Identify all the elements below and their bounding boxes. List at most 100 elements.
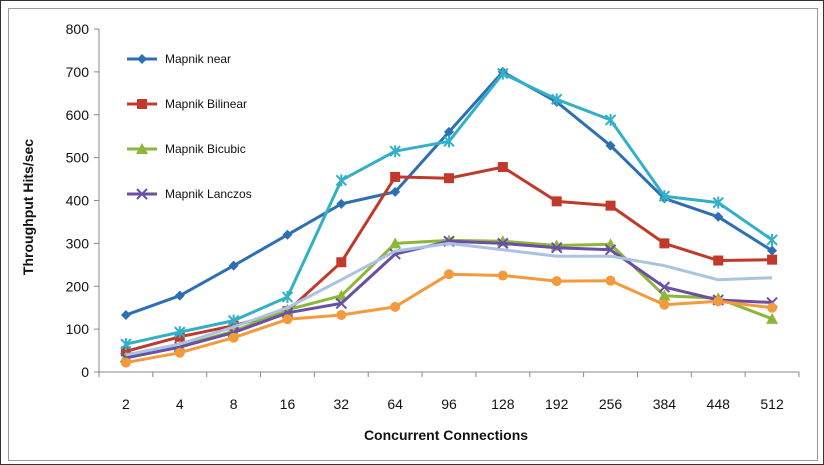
data-point	[497, 237, 509, 250]
data-point	[713, 255, 724, 266]
data-point	[120, 309, 131, 320]
axes: 0 100 200 300 400 500 600 700 800 2 4 8 16 32 64 96 128 1…	[66, 21, 800, 412]
x-tick-label: 448	[707, 396, 731, 412]
series-line	[125, 241, 773, 357]
data-point	[658, 289, 671, 301]
x-axis-title: Concurrent Connections	[364, 427, 528, 443]
data-point	[336, 198, 347, 209]
x-tick-label: 8	[230, 396, 238, 412]
y-tick-label: 500	[66, 150, 90, 166]
data-point	[174, 290, 185, 301]
data-point	[336, 257, 347, 268]
data-point	[659, 238, 670, 249]
x-tick-label: 32	[334, 396, 350, 412]
data-point	[712, 196, 724, 209]
data-point	[767, 245, 778, 256]
chart-area: 0 100 200 300 400 500 600 700 800 2 4 8 16 32 64 96 128 1…	[8, 8, 818, 461]
data-point	[604, 113, 617, 126]
y-tick-label: 400	[66, 193, 90, 209]
data-point	[390, 301, 401, 312]
data-point	[766, 312, 779, 324]
x-tick-label: 96	[441, 396, 457, 412]
data-point	[605, 275, 616, 286]
data-point	[120, 338, 132, 351]
data-point	[713, 296, 724, 307]
legend-label: Mapnik Bilinear	[165, 97, 247, 111]
data-point	[335, 297, 348, 310]
y-axis-title: Throughput Hits/sec	[20, 139, 36, 275]
legend-marker	[137, 54, 147, 64]
data-point	[174, 347, 185, 358]
data-point	[659, 299, 670, 310]
data-point	[443, 135, 455, 148]
data-point	[390, 171, 401, 182]
x-tick-label: 16	[280, 396, 296, 412]
data-point	[551, 276, 562, 287]
y-tick-label: 0	[81, 364, 89, 380]
data-point	[550, 93, 563, 106]
series-4	[120, 235, 778, 364]
x-tick-label: 384	[653, 396, 677, 412]
data-point	[335, 174, 348, 187]
data-point	[605, 140, 616, 151]
data-point	[174, 326, 186, 339]
legend: Mapnik near Mapnik Bilinear Mapnik Bicubic…	[127, 52, 252, 201]
y-tick-label: 300	[66, 235, 90, 251]
data-point	[444, 269, 454, 280]
legend-label: Mapnik Lanczos	[165, 187, 252, 201]
series-5	[120, 67, 778, 351]
x-tick-label: 4	[176, 396, 184, 412]
legend-item: Mapnik near	[127, 52, 231, 66]
series-7	[125, 241, 773, 357]
data-point	[767, 302, 778, 313]
data-point	[282, 314, 293, 325]
y-tick-label: 700	[66, 64, 90, 80]
legend-marker	[136, 188, 148, 200]
data-point	[605, 200, 616, 211]
x-tick-label: 2	[122, 396, 130, 412]
legend-label: Mapnik Bicubic	[165, 142, 246, 156]
legend-item: Mapnik Bilinear	[127, 97, 247, 111]
data-point	[497, 162, 508, 173]
data-point	[281, 290, 294, 303]
data-point	[658, 281, 671, 293]
line-chart: 0 100 200 300 400 500 600 700 800 2 4 8 16 32 64 96 128 1…	[20, 21, 800, 443]
data-point	[120, 357, 131, 368]
data-point	[390, 186, 401, 197]
data-point	[444, 173, 454, 184]
data-point	[550, 241, 563, 254]
data-point	[389, 237, 402, 249]
data-point	[497, 67, 509, 80]
data-point	[228, 332, 239, 343]
legend-marker	[137, 99, 147, 109]
data-point	[335, 289, 348, 301]
legend-label: Mapnik near	[165, 52, 231, 66]
y-tick-label: 600	[66, 107, 90, 123]
y-tick-label: 100	[66, 321, 90, 337]
x-tick-label: 64	[387, 396, 403, 412]
data-point	[228, 260, 239, 271]
data-point	[389, 145, 401, 158]
legend-marker	[136, 143, 148, 154]
data-point	[604, 244, 617, 256]
data-point	[766, 233, 778, 246]
data-point	[658, 190, 671, 203]
x-tick-label: 128	[491, 396, 515, 412]
x-tick-label: 256	[599, 396, 623, 412]
legend-item: Mapnik Lanczos	[127, 187, 252, 201]
data-point	[497, 270, 508, 281]
data-point	[713, 211, 724, 222]
series-layer	[119, 66, 779, 368]
data-point	[282, 229, 293, 240]
data-point	[551, 196, 562, 207]
data-point	[336, 309, 347, 320]
data-point	[227, 314, 240, 327]
series-6	[120, 269, 778, 368]
data-point	[767, 254, 778, 265]
x-tick-label: 192	[545, 396, 569, 412]
y-tick-label: 800	[66, 21, 90, 37]
x-tick-label: 512	[760, 396, 784, 412]
series-line	[125, 272, 773, 365]
y-tick-label: 200	[66, 278, 90, 294]
